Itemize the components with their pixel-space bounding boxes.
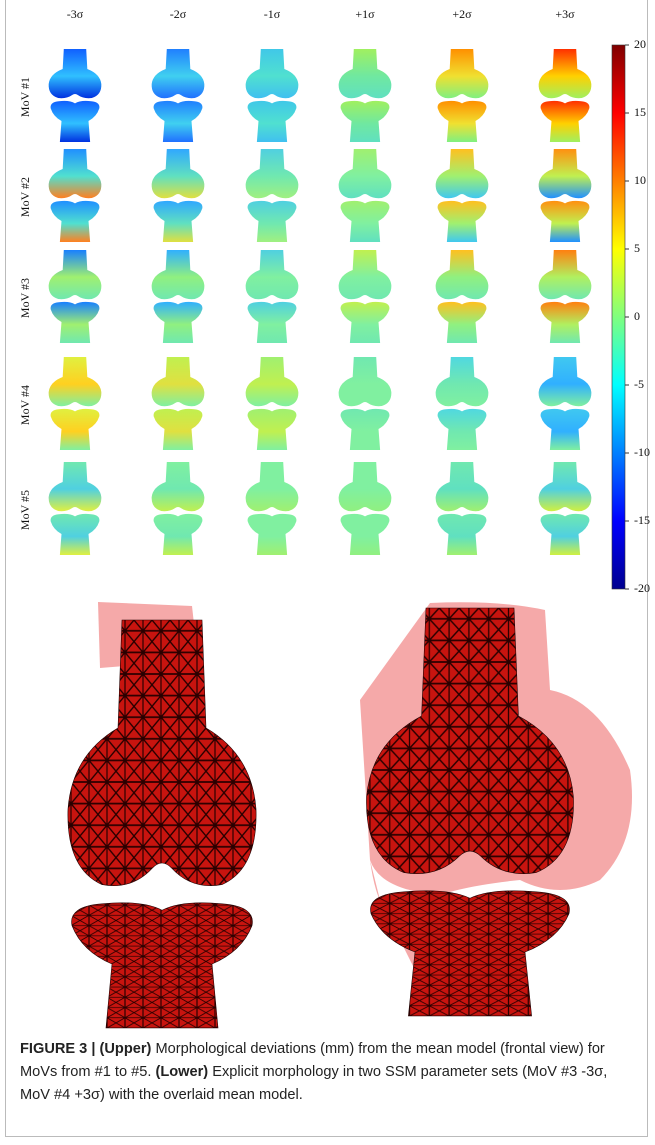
column-label: -3σ [67,7,84,21]
caption: FIGURE 3 | (Upper) Morphological deviati… [20,1038,638,1107]
colorbar [612,45,625,589]
tibia [438,514,487,555]
figure: -3σ -2σ -1σ +1σ +2σ +3σ MoV #1 MoV #2 MoV #3 MoV … [0,0,655,1030]
tibia [341,101,390,142]
tibia [438,201,487,242]
colorbar-tick-label: -20 [634,581,650,595]
femur [152,149,205,198]
tibia [51,409,100,450]
caption-tag: (Upper) [100,1041,152,1057]
femur [49,149,102,198]
tibia [438,302,487,343]
tibia [51,302,100,343]
lower-panel [68,602,632,1028]
tibia [51,201,100,242]
tibia [541,409,590,450]
femur [436,250,489,299]
femur [49,250,102,299]
tibia [154,409,203,450]
colorbar-tick-label: -10 [634,445,650,459]
tibia [541,201,590,242]
column-label: -2σ [170,7,187,21]
colorbar-tick-label: 10 [634,173,646,187]
femur [49,49,102,98]
tibia-mesh [72,903,253,1028]
tibia [154,514,203,555]
femur [49,357,102,406]
tibia [248,201,297,242]
femur [539,462,592,511]
tibia [154,101,203,142]
femur [436,357,489,406]
tibia [154,201,203,242]
femur [152,250,205,299]
colorbar-tick-label: -5 [634,377,644,391]
colorbar-tick-label: -15 [634,513,650,527]
tibia [341,514,390,555]
row-label: MoV #4 [18,385,32,425]
tibia [154,302,203,343]
femur [246,49,299,98]
femur [339,462,392,511]
tibia [51,101,100,142]
column-label: +3σ [555,7,575,21]
column-label: -1σ [264,7,281,21]
tibia [541,101,590,142]
femur [339,357,392,406]
tibia [341,201,390,242]
femur [339,250,392,299]
femur [436,49,489,98]
colorbar-tick-label: 5 [634,241,640,255]
tibia [541,514,590,555]
tibia [248,101,297,142]
column-label: +1σ [355,7,375,21]
femur [246,250,299,299]
row-label: MoV #3 [18,278,32,318]
femur [246,149,299,198]
colorbar-tick-label: 15 [634,105,646,119]
femur [152,49,205,98]
caption-label: FIGURE 3 | [20,1041,95,1057]
row-label: MoV #2 [18,177,32,217]
femur [152,357,205,406]
femur [539,49,592,98]
femur [436,149,489,198]
tibia [438,101,487,142]
tibia [248,302,297,343]
row-label: MoV #5 [18,490,32,530]
tibia-mesh [371,891,570,1016]
femur [539,250,592,299]
femur [436,462,489,511]
tibia [438,409,487,450]
tibia [341,302,390,343]
tibia [341,409,390,450]
colorbar-tick-label: 20 [634,37,646,51]
femur [339,149,392,198]
column-label: +2σ [452,7,472,21]
tibia [51,514,100,555]
femur [49,462,102,511]
femur [152,462,205,511]
femur [539,357,592,406]
row-label: MoV #1 [18,77,32,117]
tibia [541,302,590,343]
femur [339,49,392,98]
femur-mesh [68,620,256,886]
femur [246,357,299,406]
caption-tag: (Lower) [155,1064,208,1080]
tibia [248,514,297,555]
femur [539,149,592,198]
tibia [248,409,297,450]
femur [246,462,299,511]
colorbar-tick-label: 0 [634,309,640,323]
